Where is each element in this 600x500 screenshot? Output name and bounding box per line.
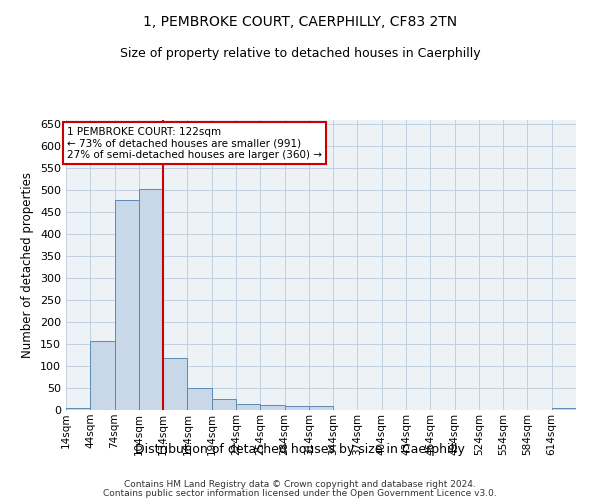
Text: Contains HM Land Registry data © Crown copyright and database right 2024.: Contains HM Land Registry data © Crown c…	[124, 480, 476, 489]
Bar	[309, 406, 333, 410]
Text: Size of property relative to detached houses in Caerphilly: Size of property relative to detached ho…	[119, 48, 481, 60]
Bar	[115, 200, 139, 410]
Text: Distribution of detached houses by size in Caerphilly: Distribution of detached houses by size …	[135, 442, 465, 456]
Bar	[260, 404, 284, 410]
Bar	[212, 399, 236, 410]
Bar	[236, 404, 260, 410]
Y-axis label: Number of detached properties: Number of detached properties	[22, 172, 34, 358]
Bar	[66, 408, 90, 410]
Bar	[90, 340, 115, 410]
Bar	[163, 358, 187, 410]
Bar	[284, 406, 309, 410]
Bar	[552, 408, 576, 410]
Bar	[187, 388, 212, 410]
Text: 1 PEMBROKE COURT: 122sqm
← 73% of detached houses are smaller (991)
27% of semi-: 1 PEMBROKE COURT: 122sqm ← 73% of detach…	[67, 126, 322, 160]
Text: Contains public sector information licensed under the Open Government Licence v3: Contains public sector information licen…	[103, 489, 497, 498]
Text: 1, PEMBROKE COURT, CAERPHILLY, CF83 2TN: 1, PEMBROKE COURT, CAERPHILLY, CF83 2TN	[143, 15, 457, 29]
Bar	[139, 189, 163, 410]
